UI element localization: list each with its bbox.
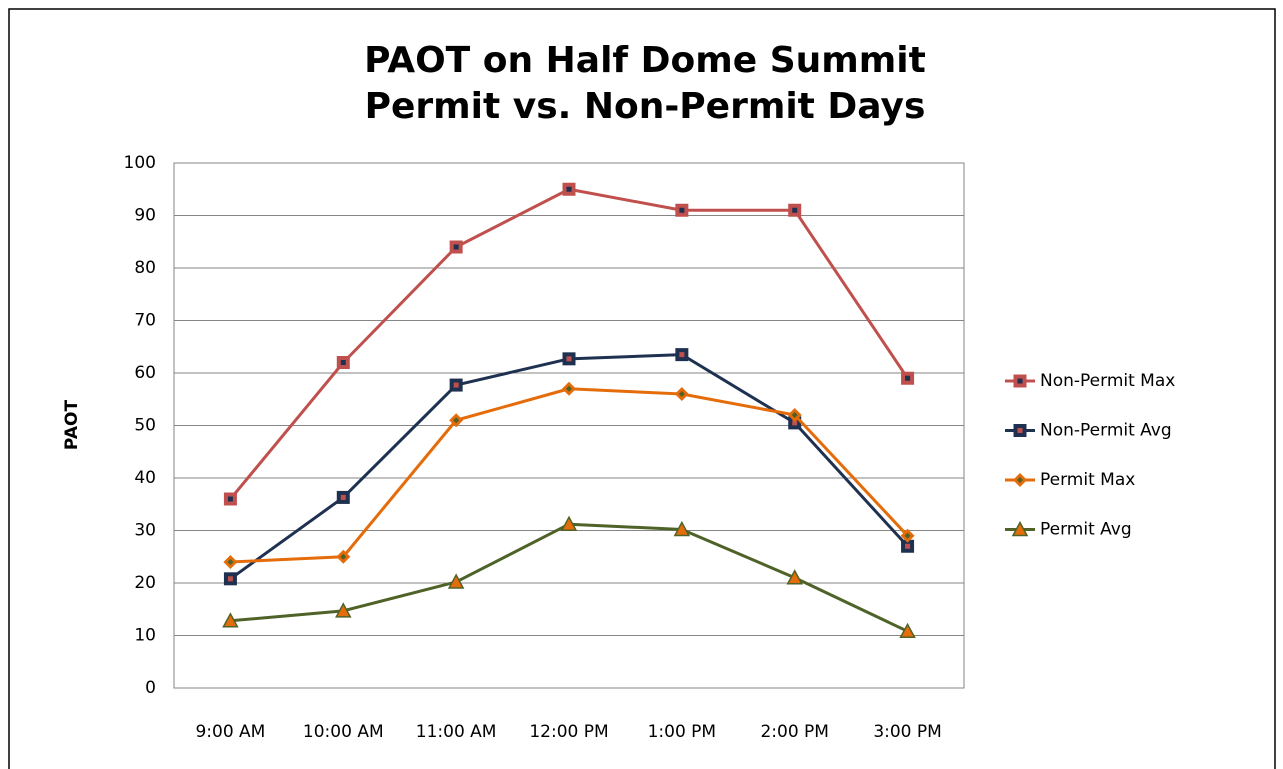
point-center: [453, 244, 459, 250]
y-axis-label: PAOT: [62, 400, 82, 451]
point-center: [566, 186, 572, 192]
legend-symbol: [1011, 520, 1029, 537]
point-center: [566, 356, 572, 362]
x-tick-label: 9:00 AM: [195, 722, 265, 742]
y-tick-label: 0: [145, 678, 156, 698]
y-tick-label: 20: [134, 573, 156, 593]
point: [447, 573, 465, 589]
legend-symbol-center: [1017, 477, 1023, 483]
point-center: [340, 360, 346, 365]
y-tick-label: 50: [134, 416, 156, 436]
point-center: [679, 352, 685, 358]
point-center: [792, 207, 798, 213]
point-center: [566, 385, 572, 392]
x-tick-label: 1:00 PM: [648, 722, 717, 742]
point: [673, 520, 691, 537]
y-tick-label: 90: [134, 206, 156, 226]
y-tick-label: 30: [134, 521, 156, 541]
point-center: [792, 420, 798, 426]
legend-symbol-center: [1017, 428, 1023, 433]
legend-label: Permit Max: [1040, 470, 1135, 490]
y-tick-label: 70: [134, 311, 156, 331]
chart-subtitle: Permit vs. Non-Permit Days: [365, 86, 926, 127]
point-center: [340, 494, 346, 500]
point-center: [340, 553, 347, 560]
chart-title: PAOT on Half Dome Summit: [364, 40, 926, 81]
point: [899, 622, 916, 639]
point-center: [905, 543, 911, 549]
legend-label: Non-Permit Max: [1040, 371, 1175, 391]
x-tick-label: 3:00 PM: [873, 722, 942, 742]
legend-label: Permit Avg: [1040, 520, 1132, 540]
y-tick-label: 80: [134, 258, 156, 278]
x-tick-label: 2:00 PM: [760, 722, 829, 742]
point-center: [227, 576, 233, 582]
point-center: [453, 382, 459, 388]
point: [786, 569, 803, 585]
point-center: [678, 391, 685, 397]
y-tick-label: 10: [134, 626, 156, 646]
y-tick-label: 60: [134, 363, 156, 383]
legend-symbol-center: [1017, 378, 1023, 384]
point-center: [679, 207, 685, 213]
x-tick-label: 11:00 AM: [416, 722, 497, 742]
chart-frame: [8, 8, 1276, 769]
point: [222, 612, 239, 628]
point-center: [453, 417, 460, 424]
point-center: [905, 375, 911, 381]
y-tick-label: 40: [134, 468, 156, 488]
legend-label: Non-Permit Avg: [1040, 421, 1172, 441]
x-tick-label: 12:00 PM: [529, 722, 608, 742]
point-center: [227, 496, 233, 502]
point: [560, 515, 578, 531]
point-center: [791, 412, 798, 418]
y-tick-label: 100: [124, 153, 156, 173]
point-center: [904, 532, 911, 539]
point: [335, 602, 352, 618]
point-center: [227, 559, 234, 565]
x-tick-label: 10:00 AM: [303, 722, 384, 742]
